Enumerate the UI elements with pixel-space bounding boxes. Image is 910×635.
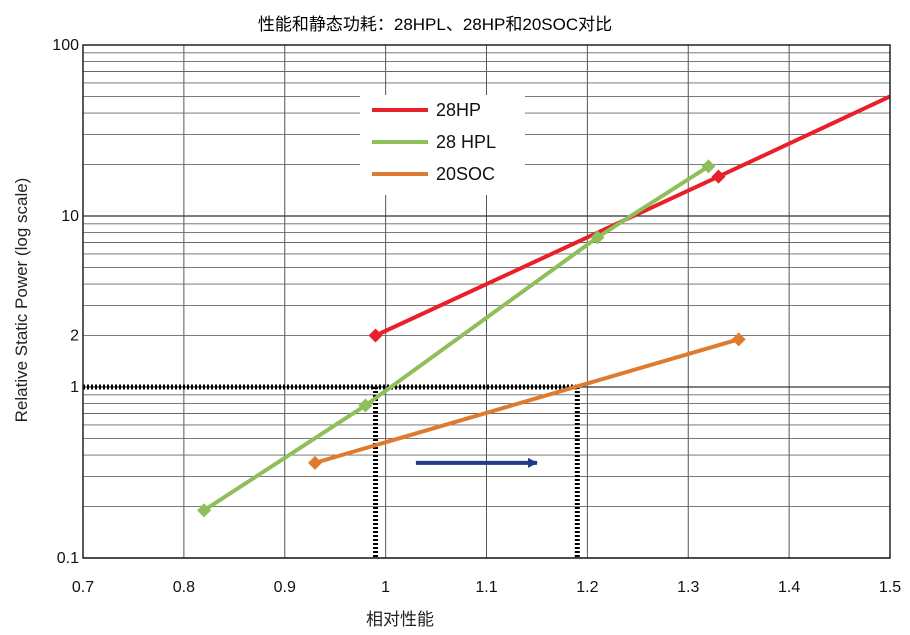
- x-tick-label: 0.7: [72, 579, 94, 596]
- y-tick-label: 1: [70, 379, 79, 396]
- y-tick-labels: 0.1 1 2 10 100: [52, 37, 79, 567]
- reference-lines: [83, 384, 580, 558]
- data-point-marker: [358, 398, 373, 413]
- y-axis-label: Relative Static Power (log scale): [12, 178, 31, 423]
- data-point-marker: [308, 455, 323, 470]
- series-markers: [197, 159, 746, 518]
- data-point-marker: [711, 169, 726, 184]
- y-tick-label: 10: [61, 208, 79, 225]
- y-tick-label: 0.1: [57, 550, 79, 567]
- data-point-marker: [731, 332, 746, 347]
- chart-title: 性能和静态功耗：28HPL、28HP和20SOC对比: [258, 15, 612, 34]
- x-tick-label: 1.3: [677, 579, 699, 596]
- data-point-marker: [590, 230, 605, 245]
- legend-label: 20SOC: [436, 164, 495, 184]
- series-line: [202, 164, 710, 513]
- x-tick-label: 0.8: [173, 579, 195, 596]
- y-tick-label: 100: [52, 37, 79, 54]
- plot-frame: [82, 44, 891, 559]
- series-lines: [202, 94, 891, 513]
- x-tick-labels: 0.7 0.8 0.9 1 1.1 1.2 1.3 1.4 1.5: [72, 579, 901, 596]
- x-tick-label: 0.9: [274, 579, 296, 596]
- x-axis-label: 相对性能: [366, 610, 434, 629]
- legend: 28HP 28 HPL 20SOC: [360, 95, 525, 195]
- legend-label: 28HP: [436, 100, 481, 120]
- y-tick-label: 2: [70, 328, 79, 345]
- data-point-marker: [368, 328, 383, 343]
- x-tick-label: 1.4: [778, 579, 800, 596]
- x-tick-label: 1.1: [475, 579, 497, 596]
- series-line: [314, 337, 740, 465]
- x-tick-label: 1.2: [576, 579, 598, 596]
- x-tick-label: 1: [381, 579, 390, 596]
- data-point-marker: [197, 503, 212, 518]
- grid: [82, 45, 891, 559]
- data-point-marker: [701, 159, 716, 174]
- legend-label: 28 HPL: [436, 132, 496, 152]
- x-tick-label: 1.5: [879, 579, 901, 596]
